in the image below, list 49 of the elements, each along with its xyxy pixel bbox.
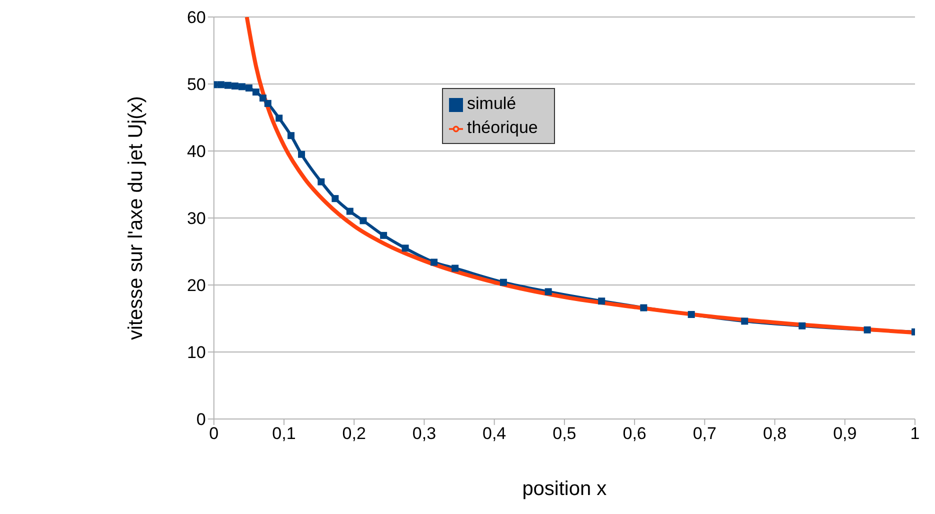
legend-label: simulé	[467, 94, 516, 113]
point	[598, 298, 606, 305]
point	[224, 82, 232, 89]
point	[430, 258, 438, 266]
y-tick-label: 10	[186, 343, 206, 362]
point	[217, 81, 224, 88]
x-tick-label: 0,5	[552, 424, 576, 444]
x-axis-title: position x	[522, 478, 607, 500]
y-tick-label: 20	[186, 276, 206, 296]
point	[332, 195, 339, 202]
y-tick-label: 50	[186, 75, 206, 94]
point	[544, 288, 552, 296]
y-tick-label: 30	[186, 209, 206, 228]
point	[264, 100, 272, 107]
point	[288, 132, 295, 140]
y-tick-label: 60	[186, 8, 206, 28]
point	[276, 114, 283, 122]
point	[798, 322, 806, 330]
point	[231, 82, 238, 90]
point	[238, 83, 246, 90]
y-axis-title: vitesse sur l'axe du jet Uj(x)	[124, 96, 147, 340]
x-tick-label: 0,9	[833, 424, 857, 444]
point	[346, 208, 354, 215]
x-tick-label: 0,4	[482, 424, 506, 444]
x-tick-label: 1	[910, 424, 920, 444]
x-tick-label: 0,8	[762, 424, 787, 444]
point	[318, 178, 325, 186]
point	[298, 150, 306, 158]
x-tick-label: 0,1	[272, 424, 296, 444]
point	[360, 217, 367, 224]
x-tick-label: 0	[209, 424, 219, 444]
point	[452, 264, 459, 272]
y-tick-label: 40	[186, 142, 206, 162]
point	[252, 88, 260, 96]
point	[380, 232, 388, 239]
point	[741, 318, 748, 325]
legend-label: théorique	[467, 118, 538, 137]
y-tick-label: 0	[196, 410, 206, 430]
point	[402, 244, 409, 252]
point	[245, 84, 252, 92]
x-tick-label: 0,2	[342, 424, 366, 444]
x-tick-label: 0,6	[622, 424, 646, 444]
point	[640, 304, 648, 312]
point	[864, 326, 871, 334]
point	[259, 94, 266, 102]
point	[500, 278, 507, 286]
point	[688, 310, 695, 318]
x-tick-label: 0,3	[412, 424, 436, 444]
x-tick-label: 0,7	[692, 424, 716, 444]
